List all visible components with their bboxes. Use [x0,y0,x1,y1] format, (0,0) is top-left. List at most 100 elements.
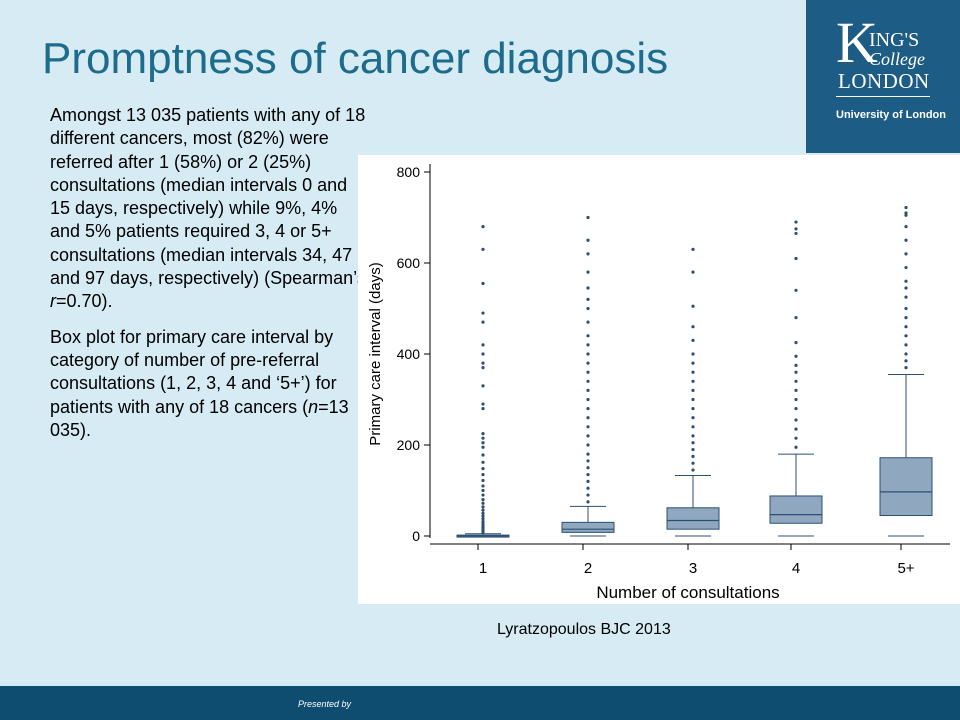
outlier-point-cat-4-16 [794,231,798,236]
outlier-point-cat-5-12 [904,265,908,270]
outlier-point-cat-5-2 [904,359,908,363]
outlier-point-cat-1-25 [481,436,485,440]
outlier-point-cat-2-17 [586,370,590,374]
box-plot-svg: 0 200 400 600 800 Primary care interval (days… [367,164,950,602]
outlier-point-cat-5-11 [904,279,908,283]
outlier-point-cat-2-19 [586,352,590,356]
outlier-point-cat-2-7 [586,459,590,463]
outlier-point-cat-3-20 [691,247,695,251]
outlier-point-cat-5-18 [904,205,908,210]
summary-paragraph: Amongst 13 035 patients with any of 18 d… [50,104,368,314]
y-tick-label-800: 800 [397,164,421,180]
outlier-point-cat-2-26 [586,270,590,274]
outlier-point-cat-5-6 [904,325,908,329]
outlier-point-cat-2-12 [586,416,590,420]
x-tick-label-cat-1: 1 [479,560,487,577]
outlier-point-cat-3-4 [691,447,695,452]
outlier-point-cat-2-1 [586,500,590,504]
outlier-point-cat-4-11 [794,354,798,358]
outlier-point-cat-3-3 [691,454,695,458]
caption-paragraph: Box plot for primary care interval by ca… [50,326,368,442]
footer-bar: Presented by [0,686,960,720]
outlier-point-cat-2-11 [586,425,590,429]
outlier-point-cat-2-23 [586,306,590,311]
outlier-point-cat-2-29 [586,215,590,220]
outlier-point-cat-1-21 [481,460,485,464]
caption-text: Box plot for primary care interval by ca… [50,326,337,417]
y-tick-label-200: 200 [397,437,421,453]
outlier-point-cat-1-34 [481,320,485,324]
outlier-point-cat-5-3 [904,352,908,356]
outlier-point-cat-1-16 [481,488,485,493]
outlier-point-cat-2-10 [586,434,590,438]
logo-london: LONDON [838,69,930,93]
outlier-point-cat-5-1 [904,366,908,370]
outlier-point-cat-2-27 [586,252,590,256]
outlier-point-cat-3-18 [691,304,695,308]
outlier-point-cat-3-7 [691,425,695,429]
outlier-point-cat-4-10 [794,363,798,367]
y-tick-label-600: 600 [397,255,421,271]
outlier-point-cat-2-25 [586,286,590,290]
outlier-point-cat-1-23 [481,445,485,449]
outlier-point-cat-5-13 [904,252,908,256]
outlier-point-cat-5-10 [904,286,908,290]
footer-label: Presented by [298,699,352,709]
n-symbol: n [308,396,319,417]
outlier-point-cat-2-9 [586,443,590,447]
slide-title: Promptness of cancer diagnosis [42,34,669,83]
outlier-point-cat-2-15 [586,388,590,392]
outlier-point-cat-1-11 [481,508,485,512]
outlier-point-cat-4-12 [794,341,798,345]
outlier-point-cat-4-9 [794,370,798,374]
outlier-point-cat-4-4 [794,418,798,422]
outlier-point-cat-1-24 [481,441,485,445]
box-cat-5 [879,457,933,517]
logo-ings: ING'S [869,29,920,51]
outlier-point-cat-4-13 [794,316,798,320]
outlier-point-cat-3-8 [691,416,695,420]
outlier-point-cat-5-14 [904,238,908,242]
x-tick-label-cat-2: 2 [584,560,592,577]
outlier-point-cat-1-30 [481,366,485,370]
outlier-point-cat-1-31 [481,361,485,365]
outlier-point-cat-3-15 [691,352,695,356]
outlier-point-cat-1-28 [481,402,485,406]
outlier-point-cat-2-4 [586,479,590,483]
outlier-point-cat-3-14 [691,361,695,365]
outlier-point-cat-1-5 [481,524,485,528]
citation: Lyratzopoulos BJC 2013 [497,621,671,638]
outlier-point-cat-1-6 [481,522,485,526]
spearman-r-symbol: r [50,291,56,312]
outlier-point-cat-1-17 [481,484,485,488]
outlier-point-cat-2-18 [586,361,590,365]
outlier-point-cat-4-15 [794,256,798,261]
outlier-point-cat-1-13 [481,501,485,505]
x-tick-label-cat-3: 3 [689,560,697,577]
outlier-point-cat-2-8 [586,452,590,456]
outlier-point-cat-5-7 [904,316,908,320]
outlier-point-cat-1-35 [481,311,485,315]
summary-text: Amongst 13 035 patients with any of 18 d… [50,105,366,289]
outlier-point-cat-4-3 [794,427,798,431]
outlier-point-cat-4-18 [794,220,798,224]
outlier-point-cat-4-7 [794,388,798,392]
outlier-point-cat-1-18 [481,478,485,483]
outlier-point-cat-3-17 [691,325,695,329]
y-tick-label-0: 0 [412,528,420,544]
outlier-point-cat-1-29 [481,384,485,388]
outlier-point-cat-2-6 [586,466,590,470]
outlier-point-cat-1-26 [481,432,485,436]
outlier-point-cat-2-22 [586,320,590,324]
outlier-point-cat-5-8 [904,306,908,311]
box-cat-2 [561,521,615,533]
y-tick-label-400: 400 [397,346,421,362]
outlier-point-cat-2-13 [586,407,590,411]
y-axis-label: Primary care interval (days) [367,262,384,445]
outlier-point-cat-1-32 [481,352,485,356]
logo-college: College [869,49,925,69]
outlier-point-cat-1-20 [481,467,485,471]
outlier-point-cat-3-5 [691,441,695,445]
x-tick-label-cat-5: 5+ [897,560,914,577]
outlier-point-cat-2-3 [586,486,590,490]
